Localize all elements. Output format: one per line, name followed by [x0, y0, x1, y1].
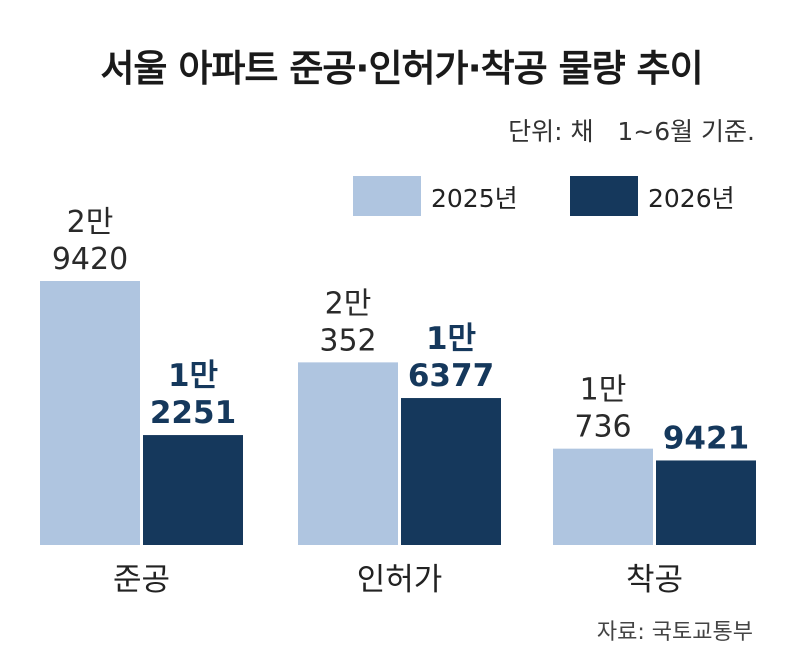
legend-swatch-2025	[353, 176, 421, 216]
bar-0-2	[553, 448, 653, 545]
data-label-1-1-0: 1만	[426, 321, 476, 357]
bar-0-0	[40, 281, 140, 545]
chart-title: 서울 아파트 준공·인허가·착공 물량 추이	[100, 47, 703, 90]
bar-0-1	[298, 362, 398, 545]
bar-1-2	[656, 460, 756, 545]
legend-label-2026: 2026년	[648, 184, 735, 213]
category-label-2: 착공	[626, 562, 683, 598]
source-note: 자료: 국토교통부	[596, 620, 753, 645]
data-label-0-1-1: 352	[319, 323, 376, 358]
data-label-0-1-0: 2만	[325, 286, 372, 321]
data-label-1-1-1: 6377	[408, 358, 494, 394]
category-label-0: 준공	[113, 562, 170, 598]
unit-note: 단위: 채 1~6월 기준.	[508, 117, 755, 146]
data-label-1-0-0: 1만	[168, 358, 218, 394]
data-label-0-0-1: 9420	[52, 242, 128, 277]
bar-1-0	[143, 435, 243, 545]
data-label-0-0-0: 2만	[67, 205, 114, 240]
data-label-1-0-1: 2251	[150, 395, 236, 431]
data-label-0-2-1: 736	[574, 410, 631, 445]
data-label-0-2-0: 1만	[580, 373, 627, 408]
legend-label-2025: 2025년	[431, 184, 518, 213]
category-label-1: 인허가	[357, 562, 443, 598]
data-label-1-2-1: 9421	[663, 420, 749, 456]
bar-1-1	[401, 398, 501, 545]
legend-swatch-2026	[570, 176, 638, 216]
legend: 2025년 2026년	[0, 176, 803, 216]
